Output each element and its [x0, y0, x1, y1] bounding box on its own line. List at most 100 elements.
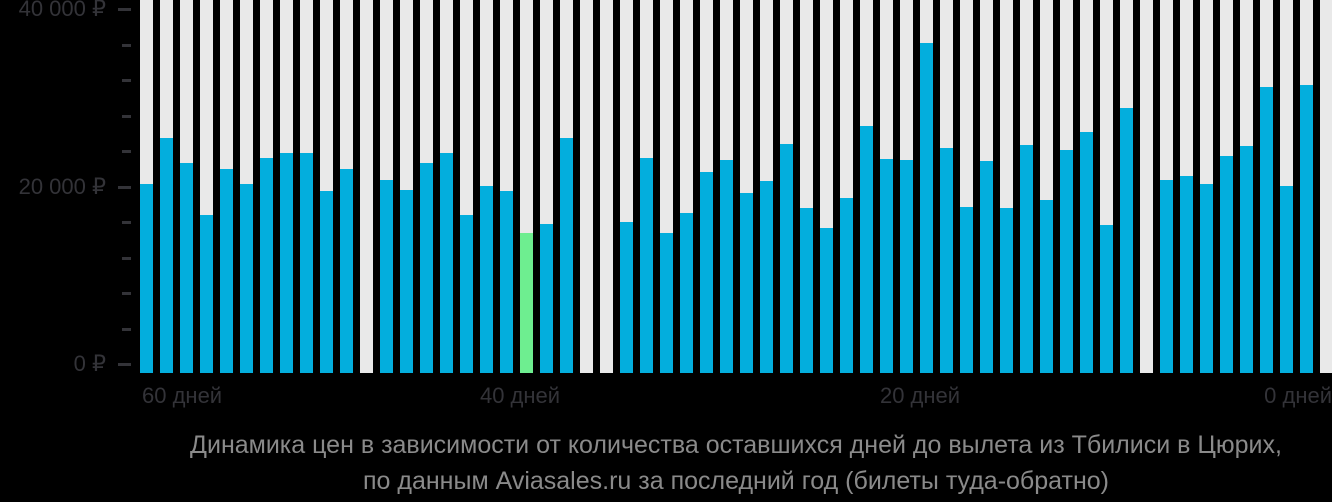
bar-track	[580, 0, 593, 373]
price-bar-day-39[interactable]	[540, 223, 553, 373]
price-bar-day-31[interactable]	[700, 172, 713, 373]
price-bar-day-15[interactable]	[1020, 144, 1033, 373]
price-bar-day-12[interactable]	[1080, 132, 1093, 373]
bar-slot-day-11	[1100, 0, 1113, 373]
price-bar-day-29[interactable]	[740, 192, 753, 373]
price-bar-day-22[interactable]	[880, 159, 893, 373]
price-bar-day-41[interactable]	[500, 190, 513, 373]
price-bar-day-14[interactable]	[1040, 199, 1053, 373]
price-bar-day-51[interactable]	[300, 152, 313, 373]
price-bar-day-49[interactable]	[340, 168, 353, 373]
price-bar-day-23[interactable]	[860, 126, 873, 373]
bar-slot-day-22	[880, 0, 893, 373]
price-bar-day-38[interactable]	[560, 137, 573, 373]
price-bar-day-43[interactable]	[460, 214, 473, 373]
bar-slot-day-15	[1020, 0, 1033, 373]
price-bar-day-25[interactable]	[820, 228, 833, 373]
price-bar-day-52[interactable]	[280, 152, 293, 373]
bar-slot-day-0	[1320, 0, 1332, 373]
bar-slot-day-38	[560, 0, 573, 373]
bar-slot-day-9	[1140, 0, 1153, 373]
price-bar-day-21[interactable]	[900, 159, 913, 373]
price-bar-day-20[interactable]	[920, 42, 933, 373]
price-bar-day-59[interactable]	[140, 183, 153, 373]
price-bar-day-2[interactable]	[1280, 185, 1293, 373]
bar-slot-day-40	[520, 0, 533, 373]
price-bar-day-57[interactable]	[180, 163, 193, 373]
price-bar-day-32[interactable]	[680, 213, 693, 373]
price-bar-day-42[interactable]	[480, 185, 493, 373]
price-bar-day-46[interactable]	[400, 190, 413, 373]
bar-slot-day-47	[380, 0, 393, 373]
price-bar-day-27[interactable]	[780, 143, 793, 373]
bar-slot-day-24	[840, 0, 853, 373]
price-bar-day-45[interactable]	[420, 163, 433, 373]
price-bar-day-8[interactable]	[1160, 180, 1173, 373]
bar-slot-day-29	[740, 0, 753, 373]
price-bar-day-13[interactable]	[1060, 150, 1073, 373]
price-bar-day-6[interactable]	[1200, 183, 1213, 373]
y-minor-tick	[122, 114, 131, 118]
price-bar-day-28[interactable]	[760, 181, 773, 373]
price-bar-day-16[interactable]	[1000, 207, 1013, 373]
bar-slot-day-53	[260, 0, 273, 373]
x-axis: 60 дней 40 дней 20 дней 0 дней	[140, 383, 1332, 411]
price-bar-day-58[interactable]	[160, 137, 173, 373]
price-bar-day-1[interactable]	[1300, 85, 1313, 373]
bar-slot-day-56	[200, 0, 213, 373]
bar-slot-day-3	[1260, 0, 1273, 373]
price-bar-day-19[interactable]	[940, 148, 953, 373]
price-bar-day-18[interactable]	[960, 206, 973, 373]
bar-slot-day-36	[600, 0, 613, 373]
price-bar-day-53[interactable]	[260, 158, 273, 373]
price-bar-day-30[interactable]	[720, 159, 733, 373]
bar-slot-day-12	[1080, 0, 1093, 373]
price-bar-day-47[interactable]	[380, 180, 393, 373]
price-bar-day-24[interactable]	[840, 198, 853, 373]
y-tick-label-0: 0 ₽	[73, 351, 106, 376]
price-bar-day-56[interactable]	[200, 214, 213, 373]
price-bar-day-26[interactable]	[800, 207, 813, 373]
bar-slot-day-30	[720, 0, 733, 373]
bar-slot-day-28	[760, 0, 773, 373]
price-bar-day-54[interactable]	[240, 183, 253, 373]
bar-slot-day-42	[480, 0, 493, 373]
price-bar-day-11[interactable]	[1100, 224, 1113, 373]
bar-slot-day-35	[620, 0, 633, 373]
bar-slot-day-25	[820, 0, 833, 373]
x-tick-label-0: 0 дней	[1264, 383, 1332, 408]
price-bar-day-33[interactable]	[660, 232, 673, 373]
bar-track	[360, 0, 373, 373]
bar-slot-day-2	[1280, 0, 1293, 373]
price-bar-day-5[interactable]	[1220, 156, 1233, 373]
price-bar-day-10[interactable]	[1120, 108, 1133, 373]
bar-slot-day-51	[300, 0, 313, 373]
y-major-tick	[118, 8, 131, 11]
bar-slot-day-6	[1200, 0, 1213, 373]
price-bar-day-17[interactable]	[980, 160, 993, 373]
bar-slot-day-16	[1000, 0, 1013, 373]
price-bar-day-4[interactable]	[1240, 145, 1253, 373]
price-bar-day-55[interactable]	[220, 168, 233, 373]
price-bar-day-44[interactable]	[440, 152, 453, 373]
price-bar-day-3[interactable]	[1260, 87, 1273, 373]
bar-slot-day-1	[1300, 0, 1313, 373]
bar-slot-day-19	[940, 0, 953, 373]
bar-track	[600, 0, 613, 373]
price-bar-day-35[interactable]	[620, 222, 633, 373]
y-minor-tick	[122, 327, 131, 331]
bar-slot-day-59	[140, 0, 153, 373]
bar-slot-day-52	[280, 0, 293, 373]
x-tick-label-20: 20 дней	[879, 383, 961, 408]
y-minor-tick	[122, 221, 131, 224]
chart-subtitle: по данным Aviasales.ru за последний год …	[363, 467, 1109, 495]
price-bar-day-50[interactable]	[320, 190, 333, 373]
x-tick-label-60: 60 дней	[142, 383, 223, 408]
bar-slot-day-33	[660, 0, 673, 373]
price-bar-day-34[interactable]	[640, 158, 653, 373]
y-major-tick	[118, 363, 131, 366]
price-bar-lowest-day-40[interactable]	[520, 232, 533, 373]
y-minor-tick	[122, 43, 131, 47]
price-bar-day-7[interactable]	[1180, 175, 1193, 373]
